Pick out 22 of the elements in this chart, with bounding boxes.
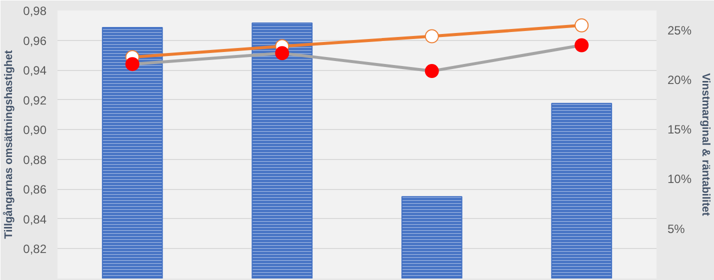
y-tick-label: 0,84 [23,212,47,226]
point [424,64,439,78]
point [275,46,290,60]
y-tick-label: 0,90 [23,123,47,138]
y2-tick-label: 10% [668,172,692,186]
point [574,18,589,32]
y2-axis-title: Vinstmarginal & räntabilitet [700,73,712,216]
y-tick-label: 0,86 [23,182,47,197]
y-tick-label: 0,94 [23,64,47,78]
y-tick-label: 0,88 [23,152,47,167]
y-tick-label: 0,92 [23,93,47,108]
point [125,57,140,72]
y-tick-label: 0,96 [23,34,47,48]
y2-tick-label: 20% [668,72,692,87]
y2-tick-label: 15% [668,122,692,137]
y2-tick-label: 25% [668,23,692,38]
point [424,29,439,44]
y-tick-label: 0,98 [23,4,47,18]
point [574,38,589,52]
y-tick-label: 0,82 [23,242,47,256]
y2-tick-label: 5% [668,222,686,236]
y-axis-title: Tillgångarnas omsättningshastighet [2,50,16,239]
